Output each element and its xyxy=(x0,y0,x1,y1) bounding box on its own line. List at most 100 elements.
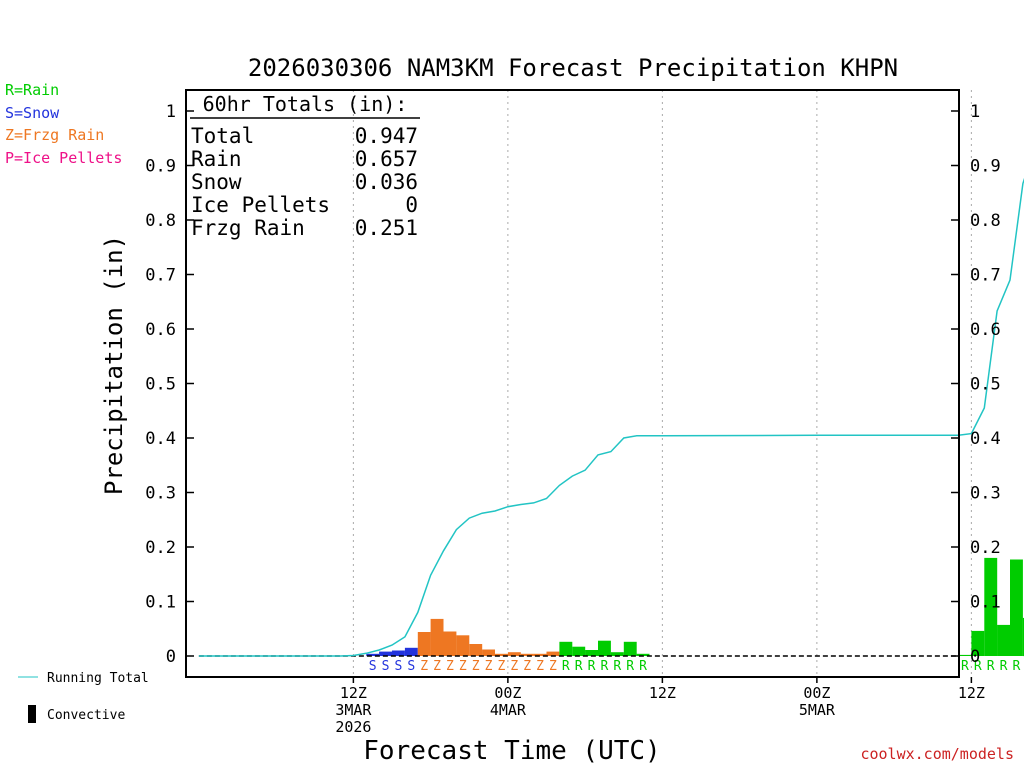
precip-bar xyxy=(443,631,457,656)
legend-rain: R=Rain xyxy=(5,81,60,99)
precip-bar xyxy=(533,653,547,656)
precip-bar xyxy=(971,630,985,656)
convective-legend-swatch xyxy=(28,705,36,723)
precip-bar xyxy=(430,618,444,656)
x-tick-label: 2026 xyxy=(335,718,371,736)
precip-bar xyxy=(958,654,972,656)
totals-row-label: Ice Pellets xyxy=(191,193,330,217)
type-label: R xyxy=(1012,659,1020,674)
totals-row-label: Frzg Rain xyxy=(191,216,305,240)
x-tick-label: 5MAR xyxy=(799,701,836,719)
totals-row-label: Snow xyxy=(191,170,242,194)
precip-bar xyxy=(559,641,573,656)
precip-bar xyxy=(1010,559,1023,656)
totals-header: 60hr Totals (in): xyxy=(203,92,408,116)
type-label: Z xyxy=(549,659,557,674)
type-label: S xyxy=(382,659,390,674)
precip-bar xyxy=(379,651,392,656)
precip-bar xyxy=(495,653,508,656)
x-tick-label: 00Z xyxy=(494,684,521,702)
type-label: R xyxy=(1000,659,1008,674)
y-tick-label-right: 0 xyxy=(970,647,980,667)
precip-bar xyxy=(623,641,637,656)
precip-bar xyxy=(366,653,380,656)
convective-legend-label: Convective xyxy=(47,708,125,723)
y-tick-label-right: 0.8 xyxy=(970,211,1001,231)
totals-row-value: 0.657 xyxy=(355,147,418,171)
totals-row-label: Rain xyxy=(191,147,242,171)
precip-bar xyxy=(997,624,1010,656)
precip-type-labels: SSSSZZZZZZZZZZZRRRRRRRRRRRRRRR xyxy=(369,659,1021,674)
x-tick-label: 12Z xyxy=(340,684,367,702)
type-label: Z xyxy=(485,659,493,674)
type-label: S xyxy=(394,659,402,674)
precip-bar xyxy=(456,635,470,656)
type-label: S xyxy=(369,659,377,674)
x-tick-label: 12Z xyxy=(958,684,985,702)
totals-row-value: 0 xyxy=(405,193,418,217)
type-label: R xyxy=(575,659,583,674)
type-label: R xyxy=(987,659,995,674)
y-tick-label-right: 0.7 xyxy=(970,266,1001,286)
y-tick-label-right: 0.4 xyxy=(970,429,1001,449)
running-total-line-layer xyxy=(198,177,1024,657)
type-label: R xyxy=(562,659,570,674)
y-tick-label-right: 0.6 xyxy=(970,320,1001,340)
y-tick-label: 0.3 xyxy=(145,484,176,504)
type-label: Z xyxy=(510,659,518,674)
legend-snow: S=Snow xyxy=(5,104,60,122)
y-axis-left: 0 0.1 0.2 0.3 0.4 0.5 0.6 0.7 0.8 0.9 1 xyxy=(145,102,194,667)
x-tick-label: 4MAR xyxy=(490,701,527,719)
gridlines xyxy=(352,90,972,677)
precip-bar xyxy=(610,652,624,656)
type-label: R xyxy=(626,659,634,674)
series-legend: Running Total Convective xyxy=(18,671,149,723)
precip-bar xyxy=(520,653,534,656)
precip-bars xyxy=(366,557,1024,657)
y-tick-label-right: 0.2 xyxy=(970,538,1001,558)
running-total-line xyxy=(198,177,1024,657)
type-label: Z xyxy=(433,659,441,674)
precip-bar xyxy=(507,652,521,656)
y-axis-label: Precipitation (in) xyxy=(100,235,128,495)
legend-ice-pellets: P=Ice Pellets xyxy=(5,149,123,167)
totals-row-value: 0.036 xyxy=(355,170,418,194)
precip-bar xyxy=(1022,617,1024,657)
type-label: R xyxy=(961,659,969,674)
y-tick-label: 0.8 xyxy=(145,211,176,231)
precip-bar xyxy=(482,649,495,656)
x-tick-label: 3MAR xyxy=(335,701,372,719)
y-tick-label: 1 xyxy=(166,102,176,122)
y-tick-label-right: 0.1 xyxy=(970,593,1001,613)
precip-bar xyxy=(469,644,483,656)
y-tick-label: 0.9 xyxy=(145,157,176,177)
type-label: Z xyxy=(472,659,480,674)
y-tick-label: 0.2 xyxy=(145,538,176,558)
y-tick-label: 0.7 xyxy=(145,266,176,286)
credit-link[interactable]: coolwx.com/models xyxy=(860,745,1014,763)
precip-bar xyxy=(404,647,418,656)
x-tick-label: 12Z xyxy=(649,684,676,702)
x-axis-label: Forecast Time (UTC) xyxy=(363,736,660,766)
precip-bar xyxy=(546,651,560,656)
chart-title: 2026030306 NAM3KM Forecast Precipitation… xyxy=(248,54,898,82)
y-tick-label-right: 0.5 xyxy=(970,375,1001,395)
totals-row-value: 0.251 xyxy=(355,216,418,240)
y-axis-right: 0 0.1 0.2 0.3 0.4 0.5 0.6 0.7 0.8 0.9 1 xyxy=(951,102,1001,667)
type-label: R xyxy=(613,659,621,674)
y-tick-label-right: 1 xyxy=(970,102,980,122)
type-label: R xyxy=(600,659,608,674)
precip-bar xyxy=(392,650,405,656)
precip-bar xyxy=(636,653,650,656)
type-label: R xyxy=(974,659,982,674)
y-tick-label: 0.5 xyxy=(145,375,176,395)
totals-box: 60hr Totals (in): Total 0.947 Rain 0.657 Snow… xyxy=(190,92,420,240)
type-label: Z xyxy=(497,659,505,674)
precip-bar xyxy=(598,640,611,656)
plot-area-frame xyxy=(185,89,960,678)
type-label: R xyxy=(588,659,596,674)
type-label: Z xyxy=(523,659,531,674)
running-total-legend-label: Running Total xyxy=(47,671,149,686)
